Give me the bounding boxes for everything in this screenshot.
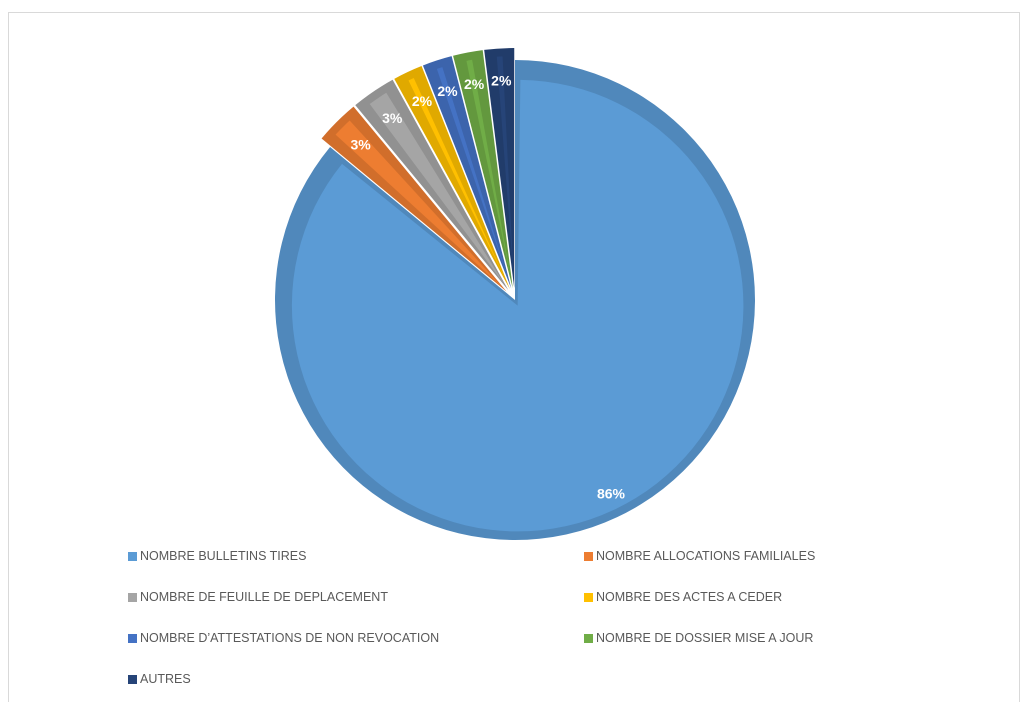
pie-slice-6	[453, 50, 513, 289]
legend-swatch	[128, 674, 137, 684]
legend-label: NOMBRE BULLETINS TIRES	[140, 549, 307, 563]
legend-item: NOMBRE BULLETINS TIRES	[128, 549, 306, 563]
legend-swatch	[584, 633, 593, 643]
slice-data-label: 2%	[464, 76, 485, 92]
legend-swatch	[584, 592, 593, 602]
slice-data-label: 3%	[350, 136, 371, 152]
pie-slice-face	[408, 78, 508, 284]
legend-label: NOMBRE D’ATTESTATIONS DE NON REVOCATION	[140, 631, 440, 645]
slice-data-label: 2%	[437, 83, 458, 99]
pie-slice-face	[466, 59, 512, 283]
pie-slice-rim	[422, 56, 512, 289]
pie-slice-face	[291, 79, 744, 532]
pie-slice-rim	[394, 65, 510, 290]
pie-slice-2	[321, 106, 507, 292]
slice-data-label: 2%	[491, 73, 512, 89]
legend-label: NOMBRE DE FEUILLE DE DEPLACEMENT	[140, 590, 388, 604]
pie-slice-rim	[484, 48, 515, 289]
legend-item: NOMBRE ALLOCATIONS FAMILIALES	[584, 549, 815, 563]
legend-item: NOMBRE DES ACTES A CEDER	[584, 590, 782, 604]
legend-swatch	[128, 633, 137, 643]
legend-item: NOMBRE D’ATTESTATIONS DE NON REVOCATION	[128, 631, 439, 645]
slice-data-label: 2%	[412, 93, 433, 109]
legend-label: NOMBRE DES ACTES A CEDER	[596, 590, 783, 604]
legend-item: AUTRES	[128, 672, 191, 686]
legend-swatch	[128, 592, 137, 602]
pie-slice-7	[484, 48, 515, 289]
legend-label: NOMBRE ALLOCATIONS FAMILIALES	[596, 549, 816, 563]
legend-label: NOMBRE DE DOSSIER MISE A JOUR	[596, 631, 814, 645]
slice-data-label: 3%	[382, 110, 403, 126]
legend-swatch	[584, 551, 593, 561]
pie-slice-face	[335, 120, 503, 288]
legend-label: AUTRES	[140, 672, 191, 686]
legend-item: NOMBRE DE FEUILLE DE DEPLACEMENT	[128, 590, 388, 604]
legend-item: NOMBRE DE DOSSIER MISE A JOUR	[584, 631, 813, 645]
pie-slice-face	[496, 56, 514, 282]
pie-slice-face	[369, 92, 505, 285]
slice-data-label: 86%	[597, 486, 626, 502]
pie-slice-5	[422, 56, 512, 289]
pie-slice-rim	[453, 50, 513, 289]
legend-swatch	[128, 551, 137, 561]
pie-slice-1	[274, 60, 755, 540]
pie-slice-3	[355, 79, 509, 291]
pie-slice-4	[394, 65, 510, 290]
pie-slice-face	[436, 67, 510, 283]
